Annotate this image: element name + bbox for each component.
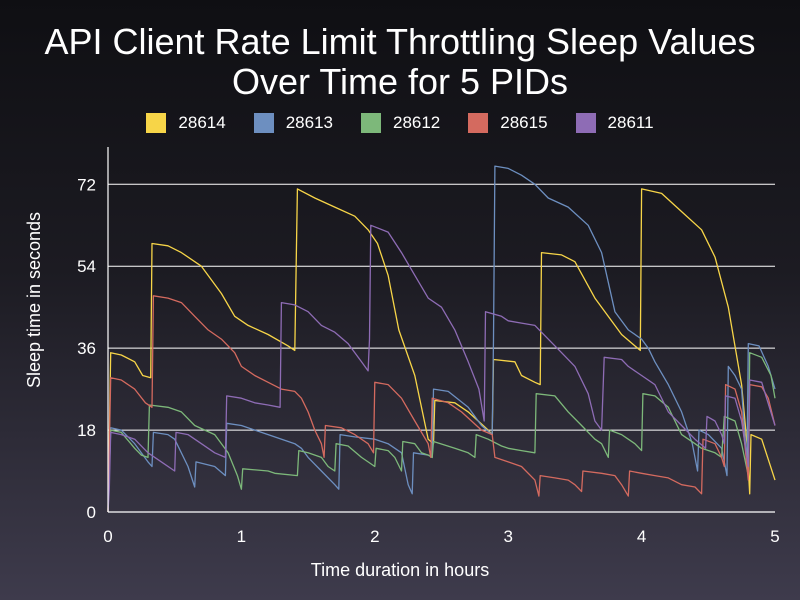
legend-swatch — [468, 113, 489, 133]
series-layer — [107, 165, 776, 513]
legend-item-28615: 28615 — [468, 113, 548, 133]
legend-swatch — [253, 113, 274, 133]
x-tick-label: 1 — [237, 527, 246, 546]
y-tick-label: 72 — [77, 175, 96, 194]
legend-item-28612: 28612 — [360, 113, 441, 133]
series-line-28615 — [107, 295, 776, 513]
legend-label: 28615 — [500, 113, 548, 132]
y-tick-label: 0 — [87, 503, 96, 522]
series-line-28612 — [107, 352, 776, 513]
legend-swatch — [575, 113, 596, 133]
series-line-28613 — [107, 165, 776, 513]
legend-label: 28614 — [178, 113, 226, 132]
y-tick-label: 18 — [77, 421, 96, 440]
y-tick-label: 36 — [77, 339, 96, 358]
legend-item-28613: 28613 — [253, 113, 333, 133]
chart-title-line-2: Over Time for 5 PIDs — [231, 61, 569, 102]
legend-swatch — [146, 113, 167, 133]
gridlines — [108, 183, 775, 431]
axes: 0 18 36 54 72 0 1 2 3 4 5 — [77, 147, 780, 546]
legend-label: 28613 — [285, 113, 333, 132]
legend-label: 28611 — [607, 113, 654, 132]
legend-item-28614: 28614 — [146, 113, 226, 133]
legend-item-28611: 28611 — [575, 113, 654, 133]
x-tick-label: 0 — [103, 527, 112, 546]
legend-swatch — [360, 113, 381, 133]
legend-label: 28612 — [392, 113, 441, 132]
y-axis-label: Sleep time in seconds — [24, 212, 44, 388]
series-line-28611 — [107, 224, 776, 513]
chart-title: API Client Rate Limit Throttling Sleep V… — [0, 22, 800, 102]
x-tick-label: 3 — [503, 527, 512, 546]
x-tick-label: 4 — [637, 527, 646, 546]
y-tick-label: 54 — [77, 257, 96, 276]
x-tick-label: 2 — [370, 527, 379, 546]
chart-title-line-1: API Client Rate Limit Throttling Sleep V… — [44, 21, 756, 62]
series-line-28614 — [107, 188, 776, 513]
x-axis-label: Time duration in hours — [311, 560, 489, 580]
legend: 28614 28613 28612 28615 28611 — [0, 113, 800, 133]
x-tick-label: 5 — [770, 527, 779, 546]
